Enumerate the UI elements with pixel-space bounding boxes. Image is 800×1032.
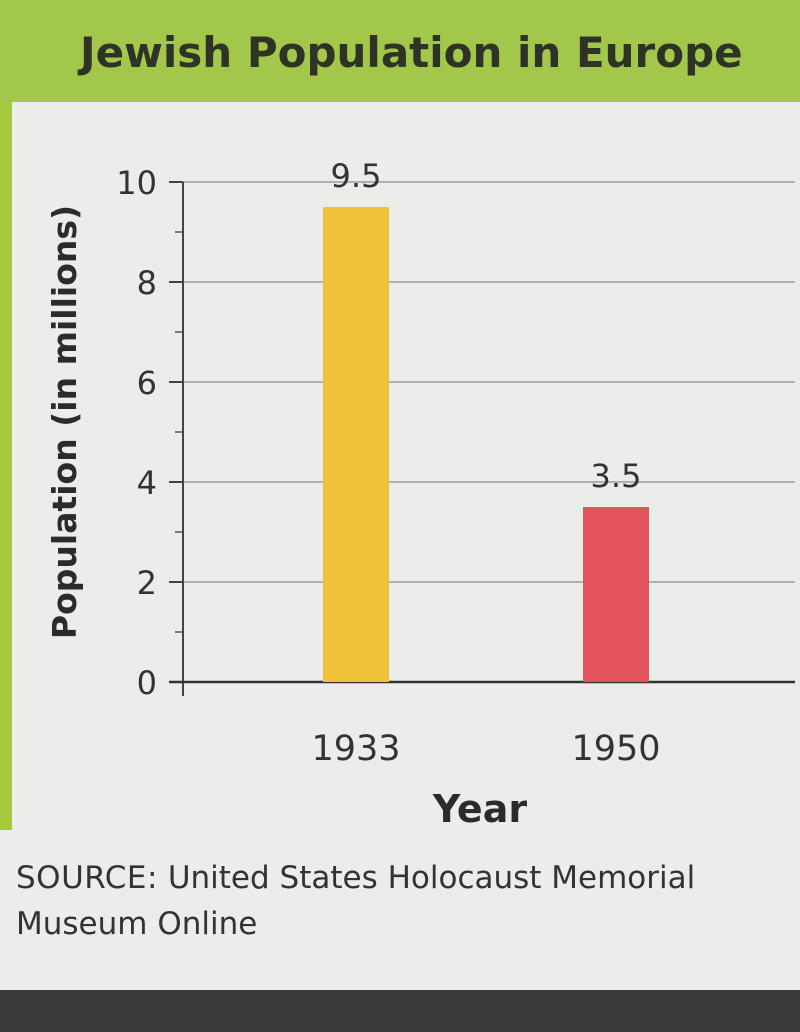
y-tick-label: 2	[137, 564, 157, 602]
green-edge-strip	[0, 0, 12, 830]
bars	[323, 207, 649, 682]
bar-1950	[583, 507, 649, 682]
bar-chart: 0 2 4 6 8 10 9.5 1933 3.5 1950 Year Population (in …	[45, 157, 795, 831]
x-axis-title: Year	[432, 787, 527, 831]
y-tick-label: 0	[137, 664, 157, 702]
y-tick-label: 8	[137, 264, 157, 302]
chart-page: Jewish Population in Europe 0 2 4 6 8 10 9.5 19…	[0, 0, 800, 990]
axes	[169, 181, 795, 696]
source-label: SOURCE:	[16, 860, 158, 896]
source-text: United States Holocaust Memorial Museum …	[16, 860, 696, 942]
y-axis-title: Population (in millions)	[45, 205, 84, 639]
chart-title: Jewish Population in Europe	[80, 28, 743, 77]
bar-1933	[323, 207, 389, 682]
source-note: SOURCE: United States Holocaust Memorial…	[16, 855, 776, 947]
gridlines	[183, 181, 795, 583]
labels: 0 2 4 6 8 10 9.5 1933 3.5 1950 Year Population (in …	[45, 157, 661, 831]
title-band: Jewish Population in Europe	[0, 0, 800, 102]
data-label: 9.5	[331, 157, 382, 195]
x-tick-label: 1933	[311, 729, 400, 769]
y-tick-label: 10	[116, 164, 157, 202]
data-label: 3.5	[591, 457, 642, 495]
y-tick-label: 4	[137, 464, 157, 502]
x-tick-label: 1950	[571, 729, 660, 769]
y-tick-label: 6	[137, 364, 157, 402]
